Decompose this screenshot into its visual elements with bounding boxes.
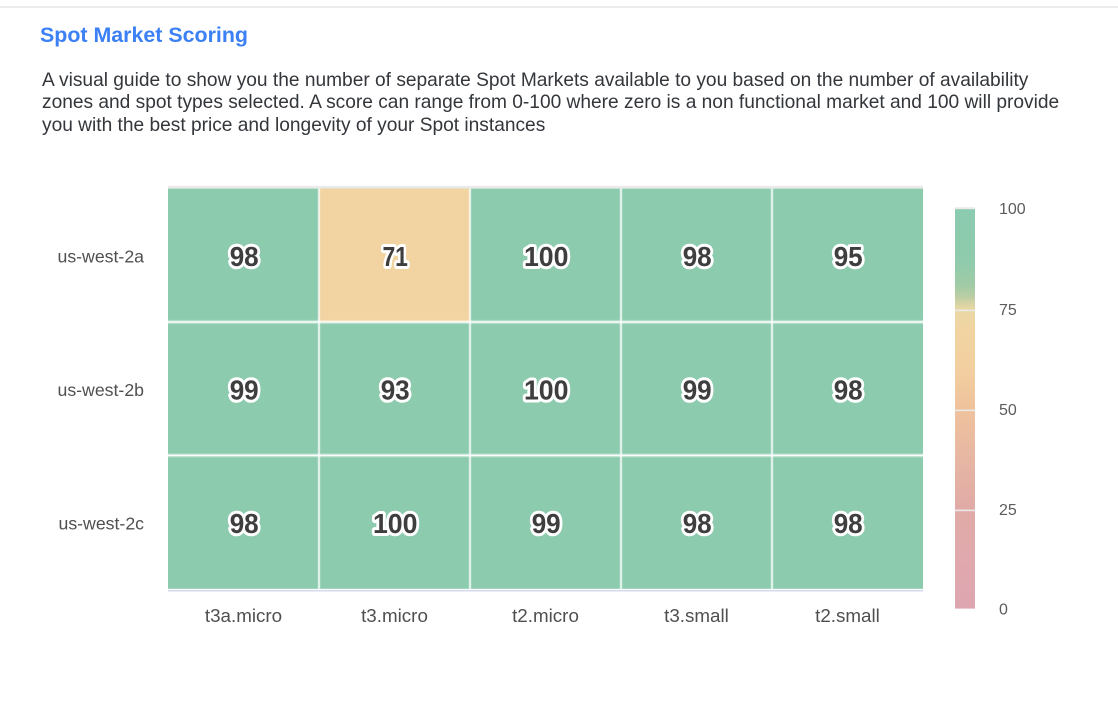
svg-text:t3.micro: t3.micro <box>361 605 428 626</box>
svg-text:50: 50 <box>999 402 1017 419</box>
svg-text:99: 99 <box>532 508 561 539</box>
svg-text:us-west-2b: us-west-2b <box>57 380 144 400</box>
svg-text:t2.micro: t2.micro <box>512 605 579 626</box>
svg-text:95: 95 <box>834 241 863 272</box>
svg-text:98: 98 <box>834 375 863 406</box>
svg-text:98: 98 <box>230 508 259 539</box>
svg-text:100: 100 <box>524 375 569 406</box>
svg-text:98: 98 <box>683 508 712 539</box>
svg-text:75: 75 <box>999 302 1017 319</box>
svg-text:0: 0 <box>999 601 1008 618</box>
svg-text:100: 100 <box>373 508 418 539</box>
svg-text:t2.small: t2.small <box>815 605 880 626</box>
svg-text:t3.small: t3.small <box>664 605 729 626</box>
svg-text:100: 100 <box>999 201 1026 218</box>
svg-text:98: 98 <box>834 508 863 539</box>
svg-text:t3a.micro: t3a.micro <box>205 605 282 626</box>
svg-text:99: 99 <box>683 375 712 406</box>
svg-text:25: 25 <box>999 502 1017 519</box>
svg-text:98: 98 <box>230 241 259 272</box>
svg-text:99: 99 <box>230 375 259 406</box>
svg-text:71: 71 <box>382 241 408 272</box>
svg-text:98: 98 <box>683 241 712 272</box>
svg-text:100: 100 <box>524 241 569 272</box>
svg-text:us-west-2a: us-west-2a <box>57 247 144 267</box>
svg-text:93: 93 <box>381 375 410 406</box>
svg-text:us-west-2c: us-west-2c <box>58 513 144 533</box>
